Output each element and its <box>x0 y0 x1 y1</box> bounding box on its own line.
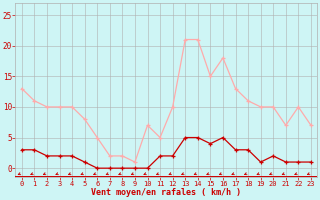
X-axis label: Vent moyen/en rafales ( km/h ): Vent moyen/en rafales ( km/h ) <box>92 188 241 197</box>
